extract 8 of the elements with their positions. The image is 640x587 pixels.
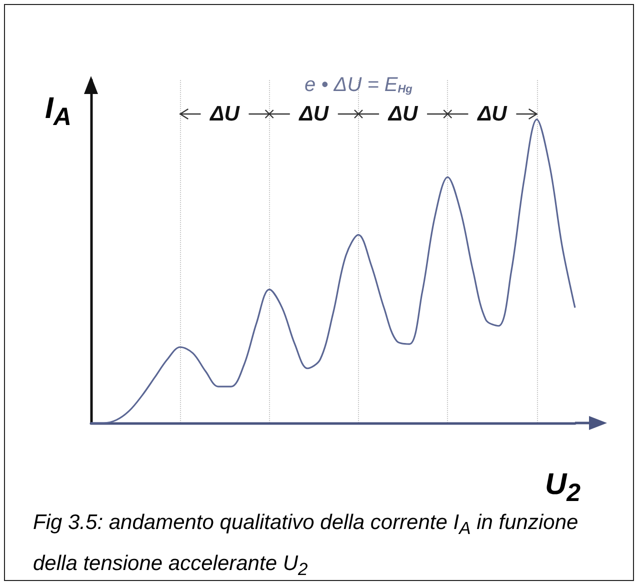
x-axis-title: U$_{2}$ bbox=[545, 468, 581, 508]
annotation: ΔU bbox=[298, 102, 330, 126]
annotation: ΔU bbox=[476, 102, 508, 126]
y-axis-title: I$_{A}$ bbox=[45, 92, 72, 132]
text: Fig 3.5: andamento qualitativo della corrente I$_{A}$ in funzione della tensione accelerante U$_{2}$ bbox=[33, 511, 578, 580]
annotation: ΔU bbox=[387, 102, 419, 126]
annotation: ΔU bbox=[209, 102, 240, 126]
text: e • ΔU = EHg bbox=[304, 74, 413, 96]
